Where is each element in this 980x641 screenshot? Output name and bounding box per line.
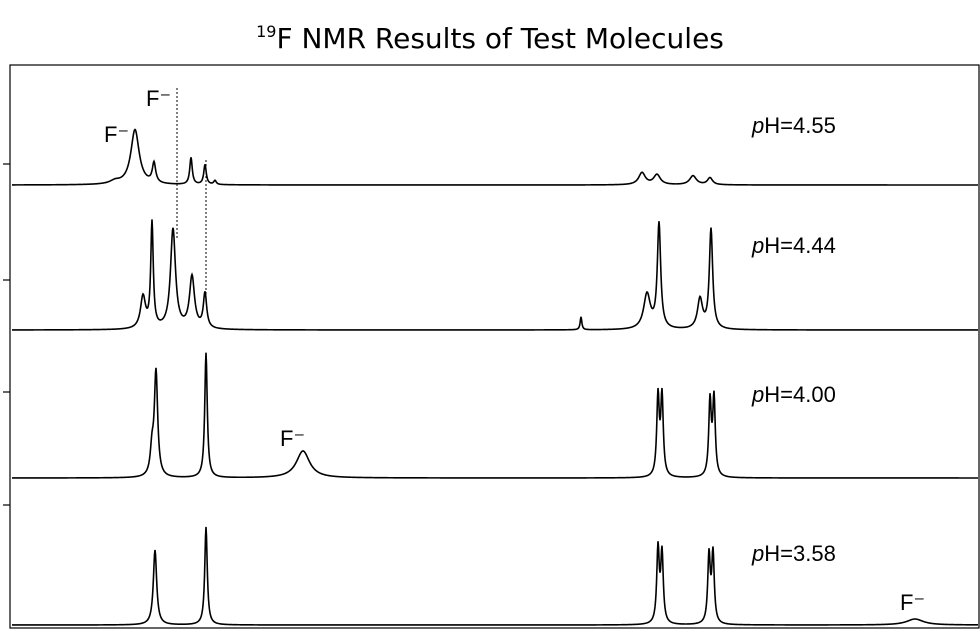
trace-label-text: H=4.55 xyxy=(764,113,836,138)
trace-label: pH=4.55 xyxy=(751,113,836,138)
trace-label-italic: p xyxy=(751,113,764,138)
title-superscript: 19 xyxy=(256,22,276,41)
title-text: F NMR Results of Test Molecules xyxy=(276,22,723,55)
annotation: F⁻ xyxy=(280,426,305,451)
trace-label: pH=3.58 xyxy=(751,541,836,566)
trace-label-italic: p xyxy=(751,233,764,258)
trace-label-text: H=4.44 xyxy=(764,233,836,258)
chart-title: 19F NMR Results of Test Molecules xyxy=(256,22,724,55)
trace-label: pH=4.00 xyxy=(751,382,836,407)
spectrum-trace xyxy=(12,219,978,331)
annotation: F⁻ xyxy=(146,86,171,111)
spectrum-trace xyxy=(12,526,978,626)
trace-label-italic: p xyxy=(751,541,764,566)
annotation: F⁻ xyxy=(900,590,925,615)
trace-label-text: H=3.58 xyxy=(764,541,836,566)
axis-ticks xyxy=(3,163,10,506)
spectrum-trace xyxy=(12,128,978,186)
trace-label-text: H=4.00 xyxy=(764,382,836,407)
annotation: F⁻ xyxy=(104,122,129,147)
spectrum-trace xyxy=(11,352,978,479)
trace-label-italic: p xyxy=(751,382,764,407)
trace-label: pH=4.44 xyxy=(751,233,836,258)
plot-frame xyxy=(9,64,980,629)
